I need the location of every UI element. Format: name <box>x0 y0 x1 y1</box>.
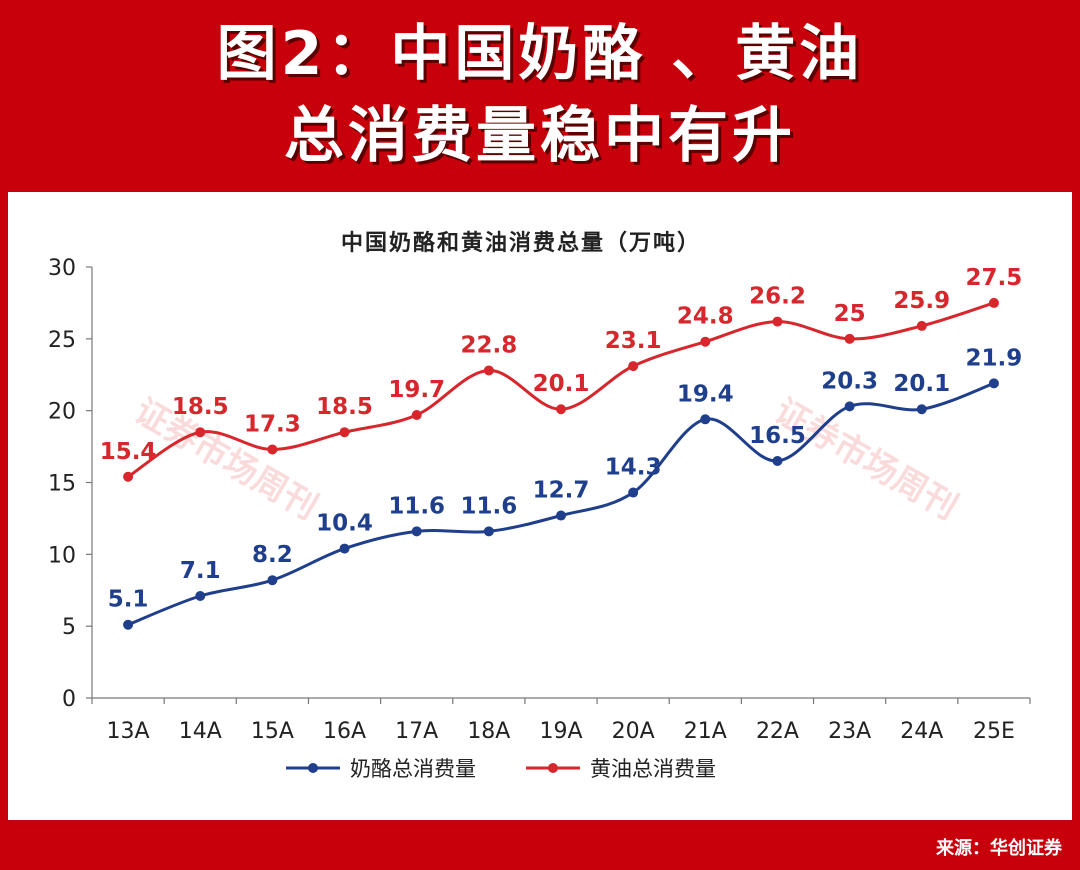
x-tick-label: 18A <box>467 719 510 744</box>
data-label: 5.1 <box>108 587 149 613</box>
chart-series: 5.1 7.1 8.2 10.4 11.6 11.6 12.7 14.3 19.4 16.5 20.… <box>100 265 1023 630</box>
x-tick-label: 17A <box>395 719 438 744</box>
chart-title: 中国奶酪和黄油消费总量（万吨） <box>341 230 701 256</box>
data-point <box>700 336 711 347</box>
x-tick-label: 15A <box>251 719 294 744</box>
x-tick-label: 13A <box>107 719 150 744</box>
data-point <box>123 619 134 630</box>
source-credit: 来源：华创证券 <box>936 838 1062 859</box>
chart-axes: 0 5 10 15 20 25 30 13A 14A 15A 16A 17A 18A 19A 20A 21A 2… <box>48 256 1031 744</box>
chart-legend: 奶酪总消费量 黄油总消费量 <box>286 757 716 781</box>
data-label: 19.7 <box>388 377 445 403</box>
data-point <box>628 361 639 372</box>
data-point <box>411 526 422 537</box>
legend-marker <box>308 763 318 773</box>
data-label: 14.3 <box>605 455 662 481</box>
data-label: 12.7 <box>533 478 590 504</box>
data-label: 20.1 <box>893 371 950 397</box>
page-title-line-2: 总消费量稳中有升 <box>284 101 796 171</box>
data-label: 27.5 <box>966 265 1023 291</box>
data-point <box>267 444 278 455</box>
y-tick-label: 20 <box>48 400 76 425</box>
data-label: 20.3 <box>821 368 878 394</box>
y-tick-label: 5 <box>62 615 76 640</box>
data-label: 26.2 <box>749 284 806 310</box>
data-point <box>195 427 206 438</box>
data-point <box>483 365 494 376</box>
x-tick-label: 16A <box>323 719 366 744</box>
data-label: 22.8 <box>460 332 517 358</box>
data-label: 23.1 <box>605 328 662 354</box>
data-label: 21.9 <box>966 345 1023 371</box>
y-tick-label: 15 <box>48 472 76 497</box>
y-tick-label: 0 <box>62 687 76 712</box>
data-point <box>339 543 350 554</box>
x-tick-label: 20A <box>612 719 655 744</box>
data-point <box>628 487 639 498</box>
data-label: 7.1 <box>180 558 221 584</box>
data-point <box>411 409 422 420</box>
data-label: 24.8 <box>677 304 734 330</box>
data-label: 18.5 <box>172 394 229 420</box>
x-tick-label: 23A <box>828 719 871 744</box>
x-tick-label: 24A <box>900 719 943 744</box>
line-chart: 中国奶酪和黄油消费总量（万吨） 证券市场周刊 证券市场周刊 0510152025… <box>48 230 1031 781</box>
chart-panel: 中国奶酪和黄油消费总量（万吨） 证券市场周刊 证券市场周刊 0 5 10 15 20 25… <box>8 192 1072 820</box>
x-tick-label: 19A <box>539 719 582 744</box>
x-tick-label: 22A <box>756 719 799 744</box>
data-point <box>483 526 494 537</box>
data-label: 18.5 <box>316 394 373 420</box>
data-point <box>339 427 350 438</box>
data-label: 10.4 <box>316 511 373 537</box>
data-label: 19.4 <box>677 381 734 407</box>
data-label: 11.6 <box>388 493 445 519</box>
y-tick-label: 10 <box>48 543 76 568</box>
data-point <box>700 414 711 425</box>
data-label: 8.2 <box>252 542 293 568</box>
data-point <box>916 404 927 415</box>
data-label: 25 <box>834 301 866 327</box>
x-tick-label: 25E <box>973 719 1015 744</box>
data-point <box>988 297 999 308</box>
data-label: 20.1 <box>533 371 590 397</box>
header-banner: 图2：中国奶酪 、黄油 总消费量稳中有升 <box>0 0 1080 190</box>
data-point <box>988 378 999 389</box>
data-point <box>772 316 783 327</box>
data-point <box>556 510 566 521</box>
y-tick-label: 30 <box>48 256 76 281</box>
legend-label: 奶酪总消费量 <box>350 757 476 781</box>
y-tick-label: 25 <box>48 328 76 353</box>
x-tick-label: 21A <box>684 719 727 744</box>
data-label: 17.3 <box>244 411 301 437</box>
data-point <box>123 471 134 482</box>
data-label: 25.9 <box>893 288 950 314</box>
watermark-right: 证券市场周刊 <box>768 391 965 528</box>
page-title-line-1: 图2：中国奶酪 、黄油 <box>216 19 864 89</box>
legend-marker <box>548 763 558 773</box>
data-label: 16.5 <box>749 423 806 449</box>
data-point <box>844 333 855 344</box>
data-label: 11.6 <box>460 493 517 519</box>
x-tick-label: 14A <box>179 719 222 744</box>
data-point <box>556 404 566 415</box>
data-point <box>916 320 927 331</box>
data-point <box>772 455 783 466</box>
data-point <box>195 590 206 601</box>
data-label: 15.4 <box>100 439 157 465</box>
data-point <box>844 401 855 412</box>
legend-label: 黄油总消费量 <box>590 757 716 781</box>
data-point <box>267 575 278 586</box>
